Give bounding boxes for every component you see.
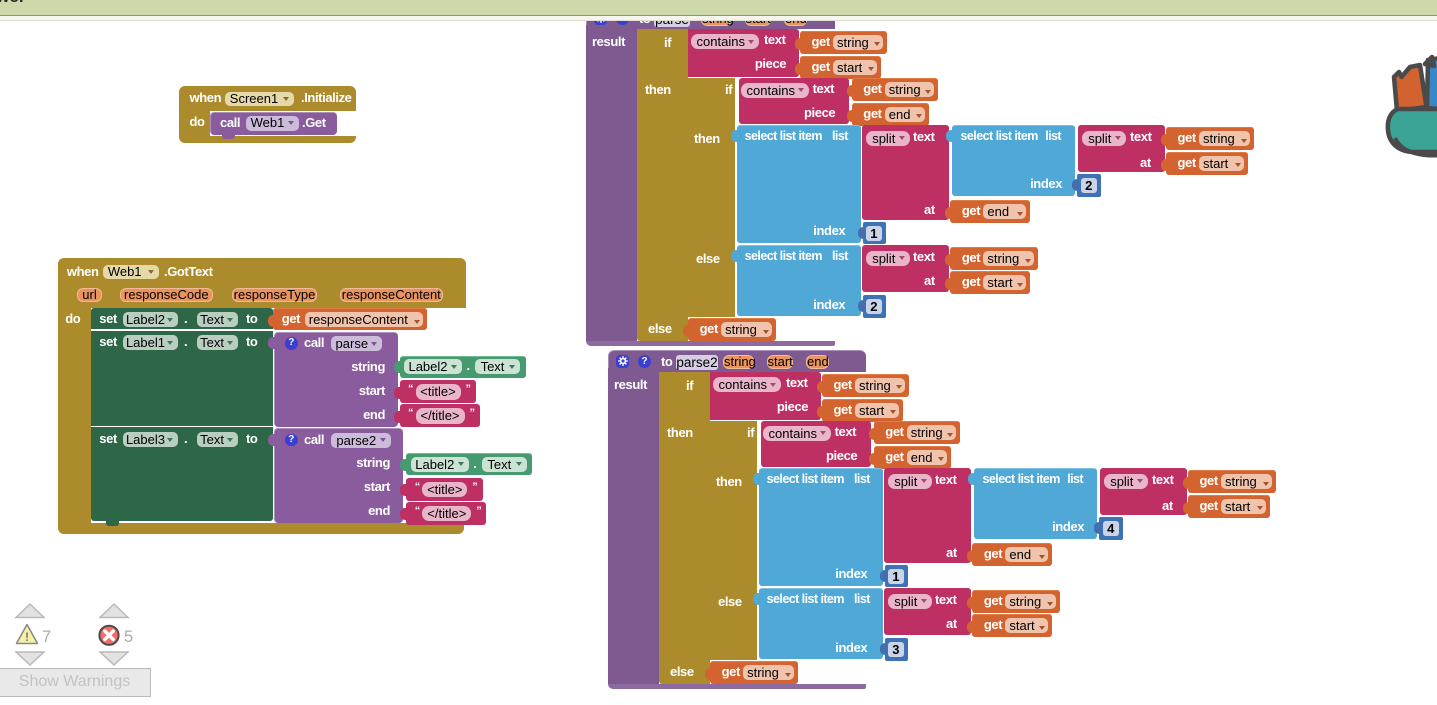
svg-text:5: 5: [124, 628, 133, 646]
svg-text:7: 7: [42, 628, 51, 646]
svg-text:!: !: [25, 630, 29, 644]
